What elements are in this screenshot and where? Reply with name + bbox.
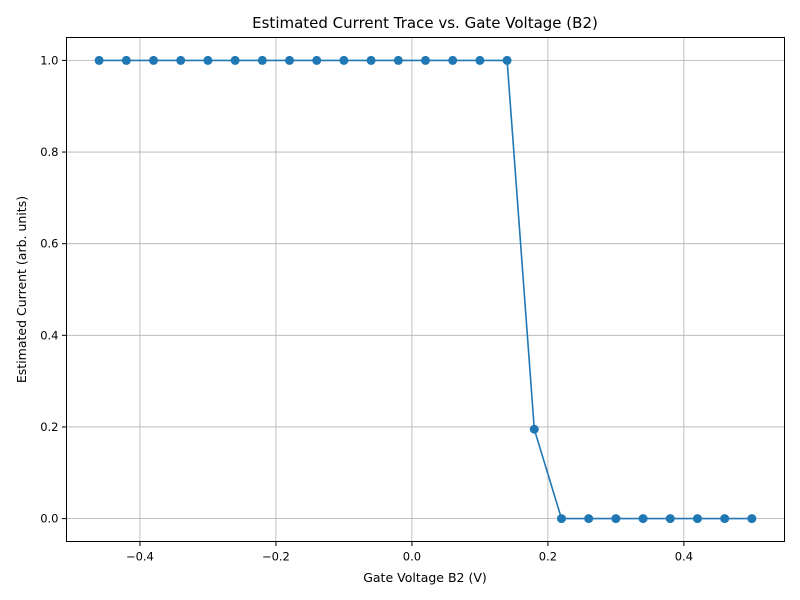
y-tick-label: 1.0 [40, 53, 58, 67]
data-point [312, 55, 322, 65]
data-point [638, 514, 648, 524]
data-point [556, 514, 566, 524]
data-point [665, 514, 675, 524]
y-tick-label: 0.2 [40, 420, 58, 434]
data-point [121, 55, 131, 65]
data-point [94, 55, 104, 65]
tick-layer: −0.4 −0.2 0.0 0.2 0.4 0.0 0.2 0.4 0.6 0.8 1.0 [40, 53, 693, 563]
data-point [285, 55, 295, 65]
x-tick-label: 0.2 [539, 550, 557, 564]
data-point [475, 55, 485, 65]
data-point [176, 55, 186, 65]
data-point [448, 55, 458, 65]
data-point [584, 514, 594, 524]
data-point [421, 55, 430, 65]
x-tick-label: 0.0 [403, 550, 421, 564]
data-point [502, 55, 512, 65]
data-point [692, 514, 702, 524]
x-tick-label: 0.4 [675, 550, 693, 564]
series-line [99, 59, 752, 520]
data-point [720, 514, 730, 524]
data-point [366, 55, 376, 65]
data-point [529, 424, 539, 434]
y-axis-label: Estimated Current (arb. units) [14, 196, 29, 383]
plot-frame [66, 37, 785, 542]
data-point [339, 55, 349, 65]
data-point [393, 55, 403, 65]
grid-layer [66, 37, 785, 542]
data-point [230, 55, 240, 65]
data-point [611, 514, 621, 524]
y-tick-label: 0.6 [40, 237, 58, 251]
data-point [747, 514, 757, 524]
y-tick-label: 0.8 [40, 145, 58, 159]
x-tick-label: −0.4 [126, 550, 154, 564]
data-point [149, 55, 159, 65]
x-tick-label: −0.2 [262, 550, 290, 564]
y-tick-label: 0.0 [40, 512, 58, 526]
x-axis-label: Gate Voltage B2 (V) [363, 570, 487, 585]
data-point [257, 55, 267, 65]
y-tick-label: 0.4 [40, 328, 58, 342]
chart-title: Estimated Current Trace vs. Gate Voltage… [252, 14, 598, 32]
data-point [203, 55, 213, 65]
series-layer [94, 55, 757, 524]
